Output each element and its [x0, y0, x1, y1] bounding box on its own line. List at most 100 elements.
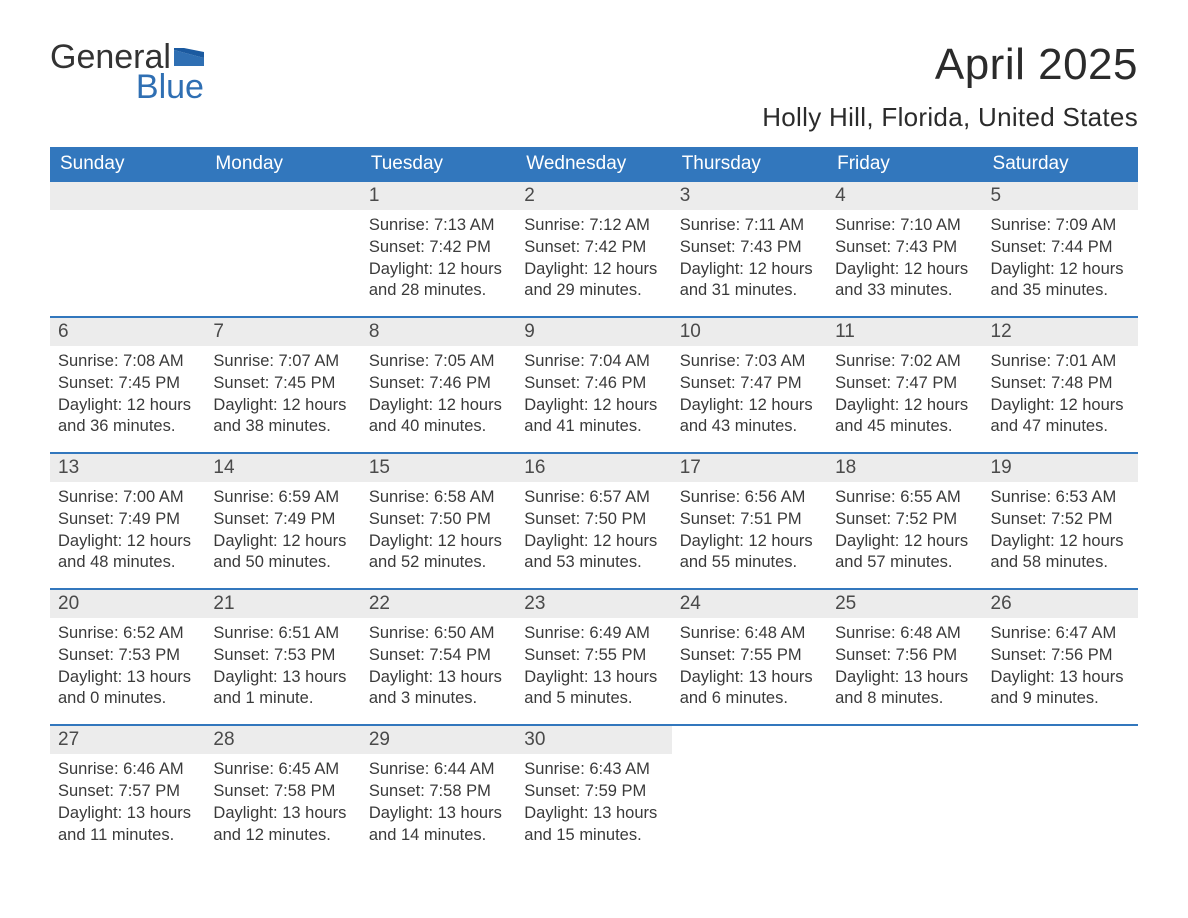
calendar-cell: 7Sunrise: 7:07 AMSunset: 7:45 PMDaylight…	[205, 318, 360, 452]
sunrise-text: Sunrise: 7:09 AM	[991, 215, 1130, 237]
calendar-cell: 30Sunrise: 6:43 AMSunset: 7:59 PMDayligh…	[516, 726, 671, 860]
day-number: 9	[516, 318, 671, 346]
sunset-text: Sunset: 7:52 PM	[835, 509, 974, 531]
sunrise-text: Sunrise: 7:05 AM	[369, 351, 508, 373]
day-header: Thursday	[672, 147, 827, 182]
sunrise-text: Sunrise: 6:52 AM	[58, 623, 197, 645]
day-number: 1	[361, 182, 516, 210]
sunrise-text: Sunrise: 7:01 AM	[991, 351, 1130, 373]
calendar-cell: 18Sunrise: 6:55 AMSunset: 7:52 PMDayligh…	[827, 454, 982, 588]
day-header: Friday	[827, 147, 982, 182]
calendar: SundayMondayTuesdayWednesdayThursdayFrid…	[50, 147, 1138, 860]
calendar-cell: 3Sunrise: 7:11 AMSunset: 7:43 PMDaylight…	[672, 182, 827, 316]
calendar-cell: 23Sunrise: 6:49 AMSunset: 7:55 PMDayligh…	[516, 590, 671, 724]
daylight-text: Daylight: 12 hours and 50 minutes.	[213, 531, 352, 575]
week-row: 6Sunrise: 7:08 AMSunset: 7:45 PMDaylight…	[50, 316, 1138, 452]
day-info: Sunrise: 6:55 AMSunset: 7:52 PMDaylight:…	[827, 482, 982, 574]
daylight-text: Daylight: 12 hours and 53 minutes.	[524, 531, 663, 575]
day-number: 11	[827, 318, 982, 346]
daylight-text: Daylight: 12 hours and 58 minutes.	[991, 531, 1130, 575]
calendar-cell: 24Sunrise: 6:48 AMSunset: 7:55 PMDayligh…	[672, 590, 827, 724]
day-number: 23	[516, 590, 671, 618]
daylight-text: Daylight: 12 hours and 48 minutes.	[58, 531, 197, 575]
day-header-row: SundayMondayTuesdayWednesdayThursdayFrid…	[50, 147, 1138, 182]
calendar-cell: 2Sunrise: 7:12 AMSunset: 7:42 PMDaylight…	[516, 182, 671, 316]
day-number	[672, 726, 827, 754]
day-info: Sunrise: 6:48 AMSunset: 7:55 PMDaylight:…	[672, 618, 827, 710]
sunset-text: Sunset: 7:52 PM	[991, 509, 1130, 531]
sunrise-text: Sunrise: 7:10 AM	[835, 215, 974, 237]
sunrise-text: Sunrise: 6:45 AM	[213, 759, 352, 781]
sunset-text: Sunset: 7:54 PM	[369, 645, 508, 667]
sunset-text: Sunset: 7:47 PM	[680, 373, 819, 395]
calendar-cell	[205, 182, 360, 316]
daylight-text: Daylight: 13 hours and 5 minutes.	[524, 667, 663, 711]
calendar-cell: 10Sunrise: 7:03 AMSunset: 7:47 PMDayligh…	[672, 318, 827, 452]
week-row: 1Sunrise: 7:13 AMSunset: 7:42 PMDaylight…	[50, 182, 1138, 316]
sunset-text: Sunset: 7:49 PM	[213, 509, 352, 531]
daylight-text: Daylight: 12 hours and 47 minutes.	[991, 395, 1130, 439]
sunset-text: Sunset: 7:46 PM	[369, 373, 508, 395]
day-number: 15	[361, 454, 516, 482]
calendar-cell: 29Sunrise: 6:44 AMSunset: 7:58 PMDayligh…	[361, 726, 516, 860]
daylight-text: Daylight: 13 hours and 3 minutes.	[369, 667, 508, 711]
calendar-cell	[983, 726, 1138, 860]
day-info: Sunrise: 7:00 AMSunset: 7:49 PMDaylight:…	[50, 482, 205, 574]
daylight-text: Daylight: 13 hours and 0 minutes.	[58, 667, 197, 711]
day-header: Sunday	[50, 147, 205, 182]
day-info: Sunrise: 6:58 AMSunset: 7:50 PMDaylight:…	[361, 482, 516, 574]
sunset-text: Sunset: 7:53 PM	[58, 645, 197, 667]
day-number: 30	[516, 726, 671, 754]
day-info: Sunrise: 6:59 AMSunset: 7:49 PMDaylight:…	[205, 482, 360, 574]
day-header: Wednesday	[516, 147, 671, 182]
day-number: 10	[672, 318, 827, 346]
daylight-text: Daylight: 12 hours and 45 minutes.	[835, 395, 974, 439]
sunrise-text: Sunrise: 6:55 AM	[835, 487, 974, 509]
calendar-cell: 6Sunrise: 7:08 AMSunset: 7:45 PMDaylight…	[50, 318, 205, 452]
calendar-cell: 15Sunrise: 6:58 AMSunset: 7:50 PMDayligh…	[361, 454, 516, 588]
calendar-cell: 17Sunrise: 6:56 AMSunset: 7:51 PMDayligh…	[672, 454, 827, 588]
calendar-cell: 13Sunrise: 7:00 AMSunset: 7:49 PMDayligh…	[50, 454, 205, 588]
day-info: Sunrise: 6:50 AMSunset: 7:54 PMDaylight:…	[361, 618, 516, 710]
daylight-text: Daylight: 13 hours and 12 minutes.	[213, 803, 352, 847]
day-number: 29	[361, 726, 516, 754]
sunset-text: Sunset: 7:49 PM	[58, 509, 197, 531]
page-subtitle: Holly Hill, Florida, United States	[762, 102, 1138, 133]
day-info: Sunrise: 6:49 AMSunset: 7:55 PMDaylight:…	[516, 618, 671, 710]
day-number: 6	[50, 318, 205, 346]
day-number	[205, 182, 360, 210]
day-number: 17	[672, 454, 827, 482]
sunrise-text: Sunrise: 6:48 AM	[680, 623, 819, 645]
daylight-text: Daylight: 13 hours and 6 minutes.	[680, 667, 819, 711]
sunset-text: Sunset: 7:44 PM	[991, 237, 1130, 259]
day-number: 27	[50, 726, 205, 754]
daylight-text: Daylight: 13 hours and 11 minutes.	[58, 803, 197, 847]
day-number: 5	[983, 182, 1138, 210]
sunset-text: Sunset: 7:51 PM	[680, 509, 819, 531]
day-number: 2	[516, 182, 671, 210]
calendar-cell	[827, 726, 982, 860]
day-number: 26	[983, 590, 1138, 618]
calendar-cell: 8Sunrise: 7:05 AMSunset: 7:46 PMDaylight…	[361, 318, 516, 452]
sunset-text: Sunset: 7:58 PM	[213, 781, 352, 803]
day-number: 22	[361, 590, 516, 618]
sunrise-text: Sunrise: 7:07 AM	[213, 351, 352, 373]
calendar-cell	[50, 182, 205, 316]
sunset-text: Sunset: 7:50 PM	[524, 509, 663, 531]
day-header: Monday	[205, 147, 360, 182]
day-number: 4	[827, 182, 982, 210]
daylight-text: Daylight: 12 hours and 57 minutes.	[835, 531, 974, 575]
sunset-text: Sunset: 7:45 PM	[213, 373, 352, 395]
day-info: Sunrise: 6:46 AMSunset: 7:57 PMDaylight:…	[50, 754, 205, 846]
sunrise-text: Sunrise: 7:03 AM	[680, 351, 819, 373]
day-info: Sunrise: 7:12 AMSunset: 7:42 PMDaylight:…	[516, 210, 671, 302]
calendar-cell: 20Sunrise: 6:52 AMSunset: 7:53 PMDayligh…	[50, 590, 205, 724]
daylight-text: Daylight: 12 hours and 38 minutes.	[213, 395, 352, 439]
sunrise-text: Sunrise: 6:43 AM	[524, 759, 663, 781]
day-info: Sunrise: 6:52 AMSunset: 7:53 PMDaylight:…	[50, 618, 205, 710]
calendar-cell: 5Sunrise: 7:09 AMSunset: 7:44 PMDaylight…	[983, 182, 1138, 316]
daylight-text: Daylight: 12 hours and 52 minutes.	[369, 531, 508, 575]
calendar-cell	[672, 726, 827, 860]
calendar-cell: 12Sunrise: 7:01 AMSunset: 7:48 PMDayligh…	[983, 318, 1138, 452]
sunset-text: Sunset: 7:59 PM	[524, 781, 663, 803]
